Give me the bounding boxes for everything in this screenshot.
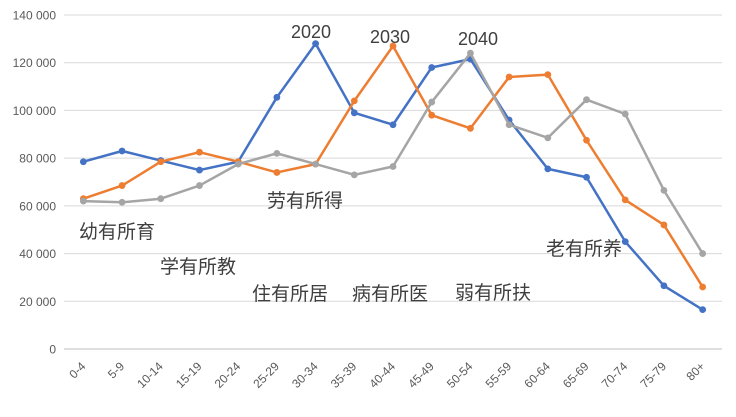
x-tick-label: 80+ [683,359,707,383]
y-tick-label: 60 000 [19,199,56,213]
data-point-marker-2030-65-69 [583,136,590,144]
x-tick-label: 65-69 [560,359,592,391]
x-tick-label: 25-29 [250,359,282,391]
data-point-marker-2040-35-39 [350,171,358,179]
annotation-label: 病有所医 [352,283,428,305]
y-tick-label: 120 000 [13,56,57,70]
series-peak-label: 2030 [370,27,410,47]
data-point-marker-2030-15-19 [196,148,203,156]
x-tick-label: 70-74 [599,359,631,391]
data-point-marker-2040-10-14 [157,195,165,203]
data-point-marker-2040-25-29 [273,149,281,157]
data-point-marker-2030-60-64 [544,71,552,79]
x-tick-label: 5-9 [105,359,127,381]
y-tick-label: 140 000 [13,9,57,23]
data-point-marker-2020-75-79 [660,282,668,290]
annotation-label: 劳有所得 [267,190,343,212]
x-tick-label: 20-24 [212,359,244,391]
data-point-marker-2040-20-24 [234,160,242,168]
data-point-marker-2030-25-29 [273,169,281,176]
x-tick-label: 60-64 [521,359,553,391]
data-point-marker-2030-80+ [699,283,707,291]
series-peak-label: 2020 [291,22,331,42]
data-point-marker-2040-0-4 [79,197,87,205]
data-point-marker-2020-60-64 [544,165,552,173]
data-point-marker-2020-70-74 [621,238,629,246]
annotation-label: 老有所养 [546,238,622,260]
data-point-marker-2040-60-64 [544,134,552,142]
data-point-marker-2020-5-9 [118,147,126,155]
data-point-marker-2040-65-69 [583,96,590,104]
series-line-2040 [82,51,704,255]
annotation-label: 弱有所扶 [455,282,531,304]
x-tick-label: 10-14 [134,359,166,391]
x-tick-label: 40-44 [367,359,399,391]
x-tick-label: 0-4 [66,359,88,381]
data-point-marker-2020-30-34 [312,40,319,48]
y-tick-label: 100 000 [13,104,57,118]
data-point-marker-2040-30-34 [312,160,319,168]
annotation-label: 学有所教 [160,256,236,278]
x-tick-label: 55-59 [483,359,515,391]
data-point-marker-2020-25-29 [273,93,281,101]
data-point-marker-2040-75-79 [660,186,668,194]
y-tick-label: 0 [49,343,56,357]
y-tick-label: 80 000 [19,152,56,166]
x-tick-label: 50-54 [444,359,476,391]
data-point-marker-2030-45-49 [428,111,436,119]
data-point-marker-2040-70-74 [621,110,629,118]
annotation-label: 幼有所育 [79,221,155,243]
x-tick-label: 45-49 [405,359,437,391]
data-point-marker-2020-15-19 [196,166,203,174]
y-tick-label: 20 000 [19,295,56,309]
x-tick-label: 30-34 [289,359,321,391]
x-tick-label: 75-79 [637,359,669,391]
data-point-marker-2030-55-59 [505,73,513,81]
data-point-marker-2030-10-14 [157,158,165,166]
data-point-marker-2030-40-44 [389,42,397,50]
data-point-marker-2020-45-49 [428,64,436,71]
x-tick-label: 15-19 [173,359,205,391]
data-point-marker-2040-5-9 [118,198,126,206]
data-point-marker-2020-35-39 [350,109,358,117]
annotation-label: 住有所居 [252,283,328,305]
data-point-marker-2030-5-9 [118,182,126,189]
x-tick-label: 35-39 [328,359,360,391]
data-point-marker-2030-75-79 [660,221,668,229]
data-point-marker-2040-40-44 [389,163,397,170]
data-point-marker-2030-70-74 [621,196,629,204]
data-point-marker-2020-40-44 [389,121,397,129]
data-point-marker-2030-50-54 [467,124,474,132]
series-peak-label: 2040 [458,29,498,49]
data-point-marker-2040-50-54 [467,49,474,57]
data-point-marker-2020-80+ [699,306,707,314]
y-tick-label: 40 000 [19,247,56,261]
data-point-marker-2040-80+ [699,250,707,257]
data-point-marker-2030-35-39 [350,97,358,105]
data-point-marker-2040-15-19 [196,182,203,189]
data-point-marker-2040-45-49 [428,98,436,106]
data-point-marker-2020-65-69 [583,173,590,181]
data-point-marker-2020-0-4 [79,158,87,166]
data-point-marker-2040-55-59 [505,121,513,129]
